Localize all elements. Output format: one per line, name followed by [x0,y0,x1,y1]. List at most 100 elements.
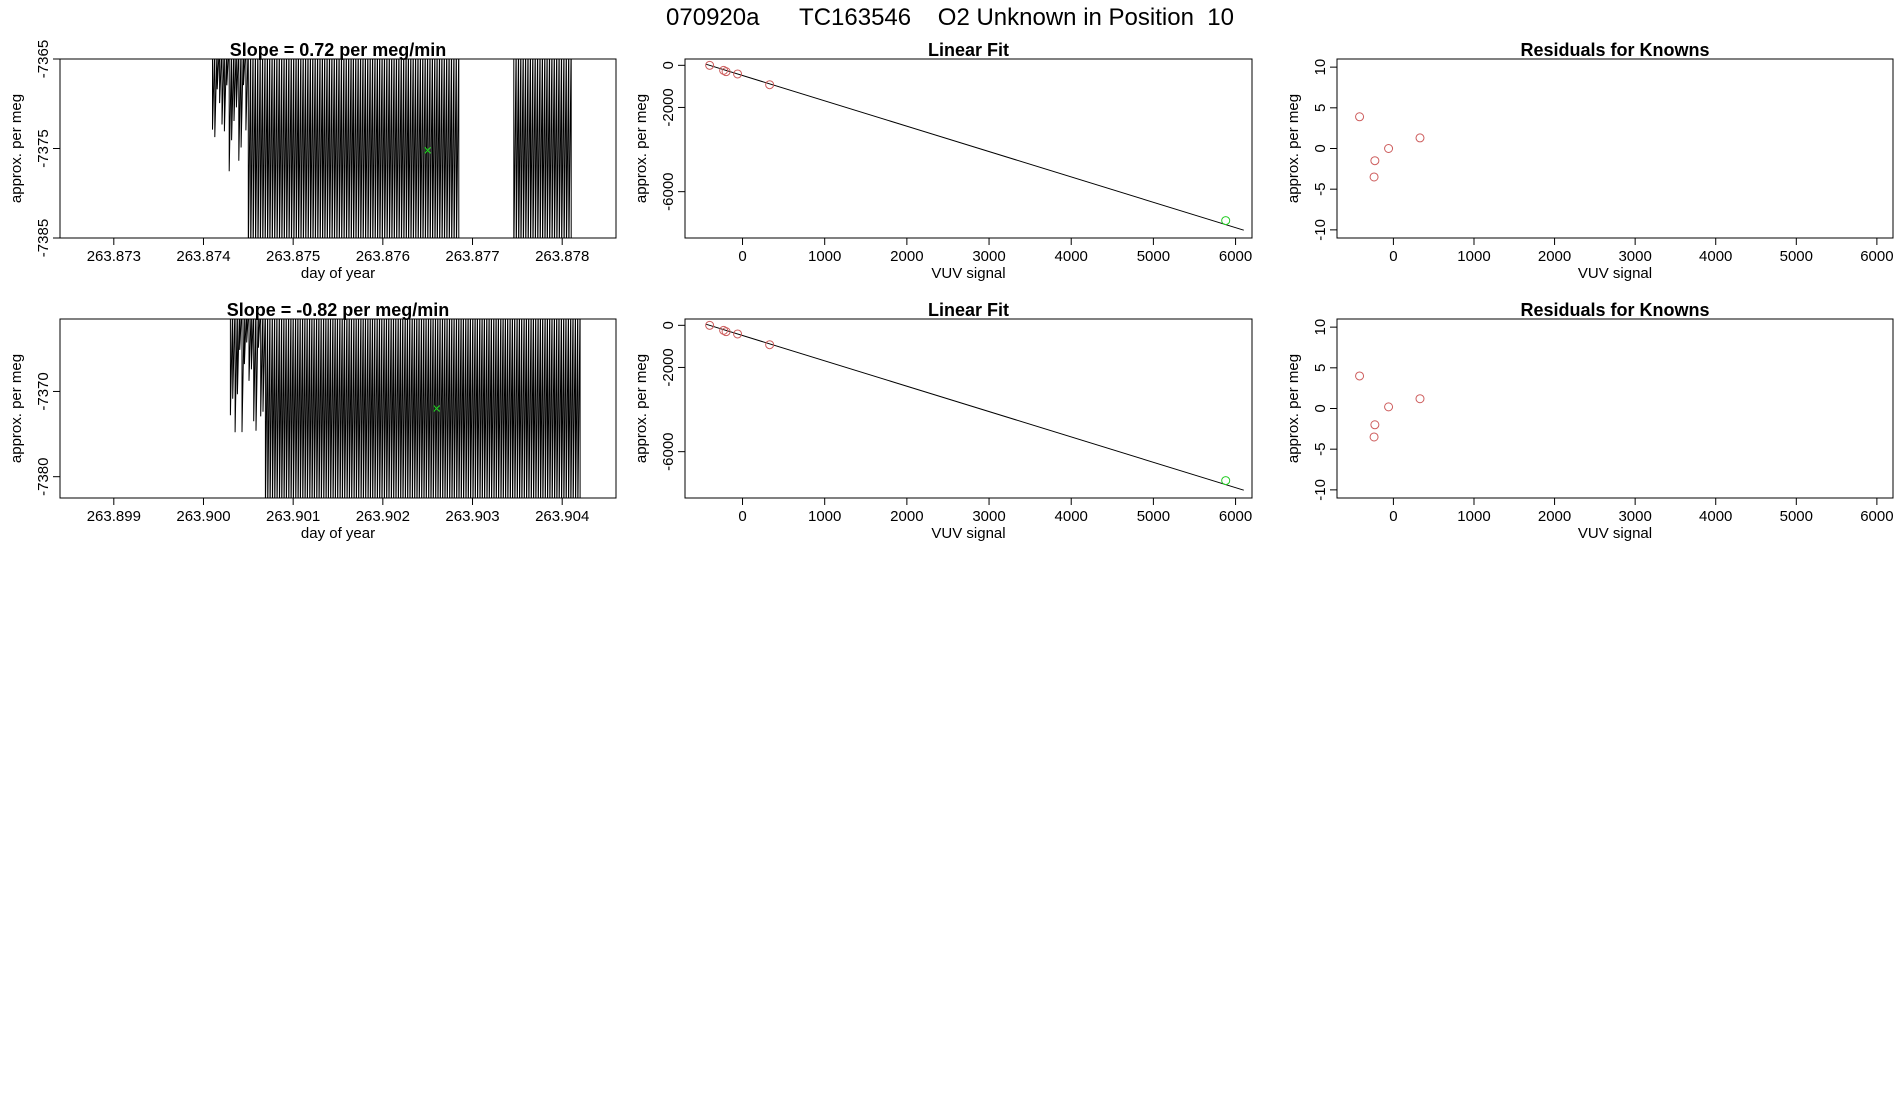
x-tick-label: 0 [1389,508,1397,525]
known-point [1370,156,1380,166]
x-tick-label: 2000 [890,508,923,525]
chart-panel-6: Residuals for Knowns 0 1000 2000 3000 4000 500… [1285,300,1894,542]
known-point [1370,420,1380,430]
y-axis-label: approx. per meg [633,354,650,463]
y-tick-label: -7380 [35,458,52,496]
x-tick-label: 1000 [1457,508,1490,525]
known-point [765,80,775,90]
known-point [721,67,731,77]
x-tick-label: 1000 [808,248,841,265]
x-tick-label: 1000 [1457,248,1490,265]
chart-panel-4: Slope = -0.82 per meg/min 263.899 263.900 2… [8,300,617,542]
x-tick-label: 263.904 [535,508,589,525]
plot-area [705,320,1244,491]
chart-title: Residuals for Knowns [1520,300,1709,320]
known-point [719,325,729,335]
x-tick-label: 263.875 [266,248,320,265]
known-point [719,65,729,75]
x-tick-label: 263.878 [535,248,589,265]
x-axis-label: VUV signal [931,525,1005,542]
y-tick-label: 5 [1312,364,1329,372]
x-axis-label: VUV signal [1578,525,1652,542]
x-tick-label: 263.900 [176,508,230,525]
plot-area [212,59,572,238]
chart-title: Linear Fit [928,300,1009,320]
x-tick-label: 263.902 [356,508,410,525]
known-point [1355,371,1365,381]
x-tick-label: 5000 [1137,508,1170,525]
x-tick-label: 0 [738,508,746,525]
y-tick-label: -5 [1312,443,1329,456]
y-tick-label: 0 [1312,404,1329,412]
chart-title: Slope = -0.82 per meg/min [227,300,450,320]
known-point [1415,133,1425,143]
x-tick-label: 6000 [1219,508,1252,525]
x-tick-label: 5000 [1780,508,1813,525]
y-tick-label: -6000 [660,432,677,470]
plot-frame [684,318,1253,499]
fit-line [705,63,1244,231]
x-tick-label: 4000 [1699,508,1732,525]
y-tick-label: -2000 [660,88,677,126]
x-tick-label: 263.873 [87,248,141,265]
fit-line [705,323,1244,491]
x-tick-label: 0 [1389,248,1397,265]
unknown-marker [433,405,441,412]
x-axis-label: VUV signal [931,265,1005,282]
x-tick-label: 4000 [1699,248,1732,265]
y-tick-label: -7365 [35,40,52,78]
plot-area [1355,112,1425,182]
chart-title: Linear Fit [928,40,1009,60]
plot-area [1355,371,1425,442]
x-tick-label: 2000 [1538,248,1571,265]
y-tick-label: 10 [1312,319,1329,336]
known-point [1384,402,1394,412]
series-trace [229,319,581,498]
chart-title: Slope = 0.72 per meg/min [230,40,447,60]
unknown-marker [424,146,432,154]
x-tick-label: 3000 [972,508,1005,525]
y-tick-label: 0 [660,61,677,69]
y-tick-label: 10 [1312,59,1329,76]
known-point [705,60,715,70]
y-tick-label: -6000 [660,172,677,210]
chart-panel-1: Slope = 0.72 per meg/min 263.873 263.874 26… [8,40,617,282]
x-tick-label: 4000 [1055,508,1088,525]
x-tick-label: 5000 [1780,248,1813,265]
x-tick-label: 6000 [1219,248,1252,265]
y-axis-label: approx. per meg [633,94,650,203]
plot-frame [1336,58,1894,239]
y-tick-label: -7370 [35,372,52,410]
x-tick-label: 6000 [1860,248,1893,265]
x-tick-label: 3000 [1618,508,1651,525]
x-axis-label: day of year [301,265,375,282]
x-tick-label: 263.899 [87,508,141,525]
y-tick-label: 0 [660,321,677,329]
x-tick-label: 3000 [1618,248,1651,265]
known-point [1369,432,1379,442]
y-tick-label: -7375 [35,129,52,167]
x-tick-label: 5000 [1137,248,1170,265]
known-point [733,329,743,339]
x-tick-label: 263.903 [445,508,499,525]
known-point [1415,394,1425,404]
y-tick-label: 0 [1312,144,1329,152]
x-tick-label: 0 [738,248,746,265]
y-tick-label: -10 [1312,219,1329,241]
y-tick-label: -5 [1312,183,1329,196]
x-axis-label: day of year [301,525,375,542]
plot-frame [684,58,1253,239]
y-axis-label: approx. per meg [8,354,25,463]
known-point [765,340,775,350]
plot-area [229,319,581,498]
known-point [1384,144,1394,153]
chart-title: Residuals for Knowns [1520,40,1709,60]
unknown-point [1221,476,1231,486]
x-tick-label: 263.874 [176,248,230,265]
y-axis-label: approx. per meg [1285,94,1302,203]
x-tick-label: 6000 [1860,508,1893,525]
y-tick-label: -2000 [660,348,677,386]
x-tick-label: 263.901 [266,508,320,525]
x-tick-label: 4000 [1055,248,1088,265]
